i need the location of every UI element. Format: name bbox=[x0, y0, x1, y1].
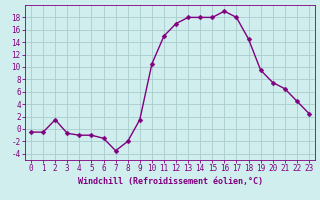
X-axis label: Windchill (Refroidissement éolien,°C): Windchill (Refroidissement éolien,°C) bbox=[77, 177, 262, 186]
